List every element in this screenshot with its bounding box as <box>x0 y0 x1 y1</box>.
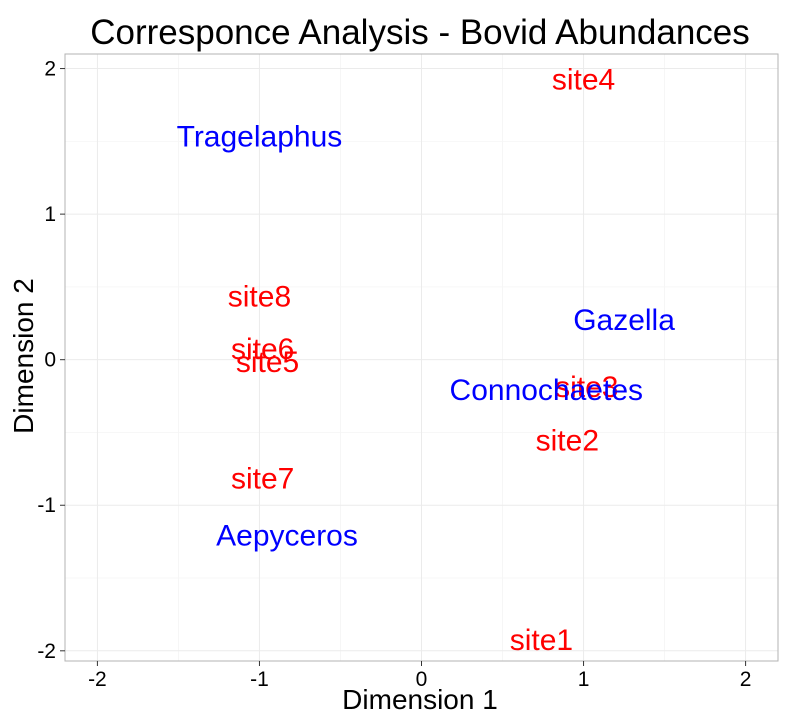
point-label-tragelaphus: Tragelaphus <box>177 120 343 153</box>
point-label-site5: site5 <box>236 346 299 379</box>
point-label-connochaetes: Connochaetes <box>450 374 643 407</box>
point-label-site2: site2 <box>536 425 599 458</box>
x-axis-title: Dimension 1 <box>342 684 498 715</box>
point-label-gazella: Gazella <box>573 304 675 337</box>
point-label-site1: site1 <box>510 624 573 657</box>
point-label-site7: site7 <box>231 463 294 496</box>
y-tick-label: 2 <box>44 58 56 81</box>
point-label-site6: site6 <box>231 333 294 366</box>
grid <box>65 54 778 661</box>
axis-ticks: -2 -1 0 1 2 -2 -1 0 1 2 <box>37 58 751 691</box>
x-tick-label: 2 <box>740 668 752 691</box>
y-tick-label: -1 <box>37 494 56 517</box>
y-axis-title: Dimension 2 <box>8 278 39 434</box>
x-tick-label: 0 <box>416 668 428 691</box>
x-tick-label: -1 <box>250 668 269 691</box>
point-label-site4: site4 <box>552 64 615 97</box>
x-tick-label: -2 <box>88 668 107 691</box>
point-label-aepyceros: Aepyceros <box>216 519 358 552</box>
x-tick-label: 1 <box>578 668 590 691</box>
y-tick-label: 0 <box>44 349 56 372</box>
point-label-site3: site3 <box>555 371 618 404</box>
y-tick-label: -2 <box>37 640 56 663</box>
point-label-site8: site8 <box>228 281 291 314</box>
y-tick-label: 1 <box>44 203 56 226</box>
chart-title: Corresponce Analysis - Bovid Abundances <box>90 13 750 52</box>
